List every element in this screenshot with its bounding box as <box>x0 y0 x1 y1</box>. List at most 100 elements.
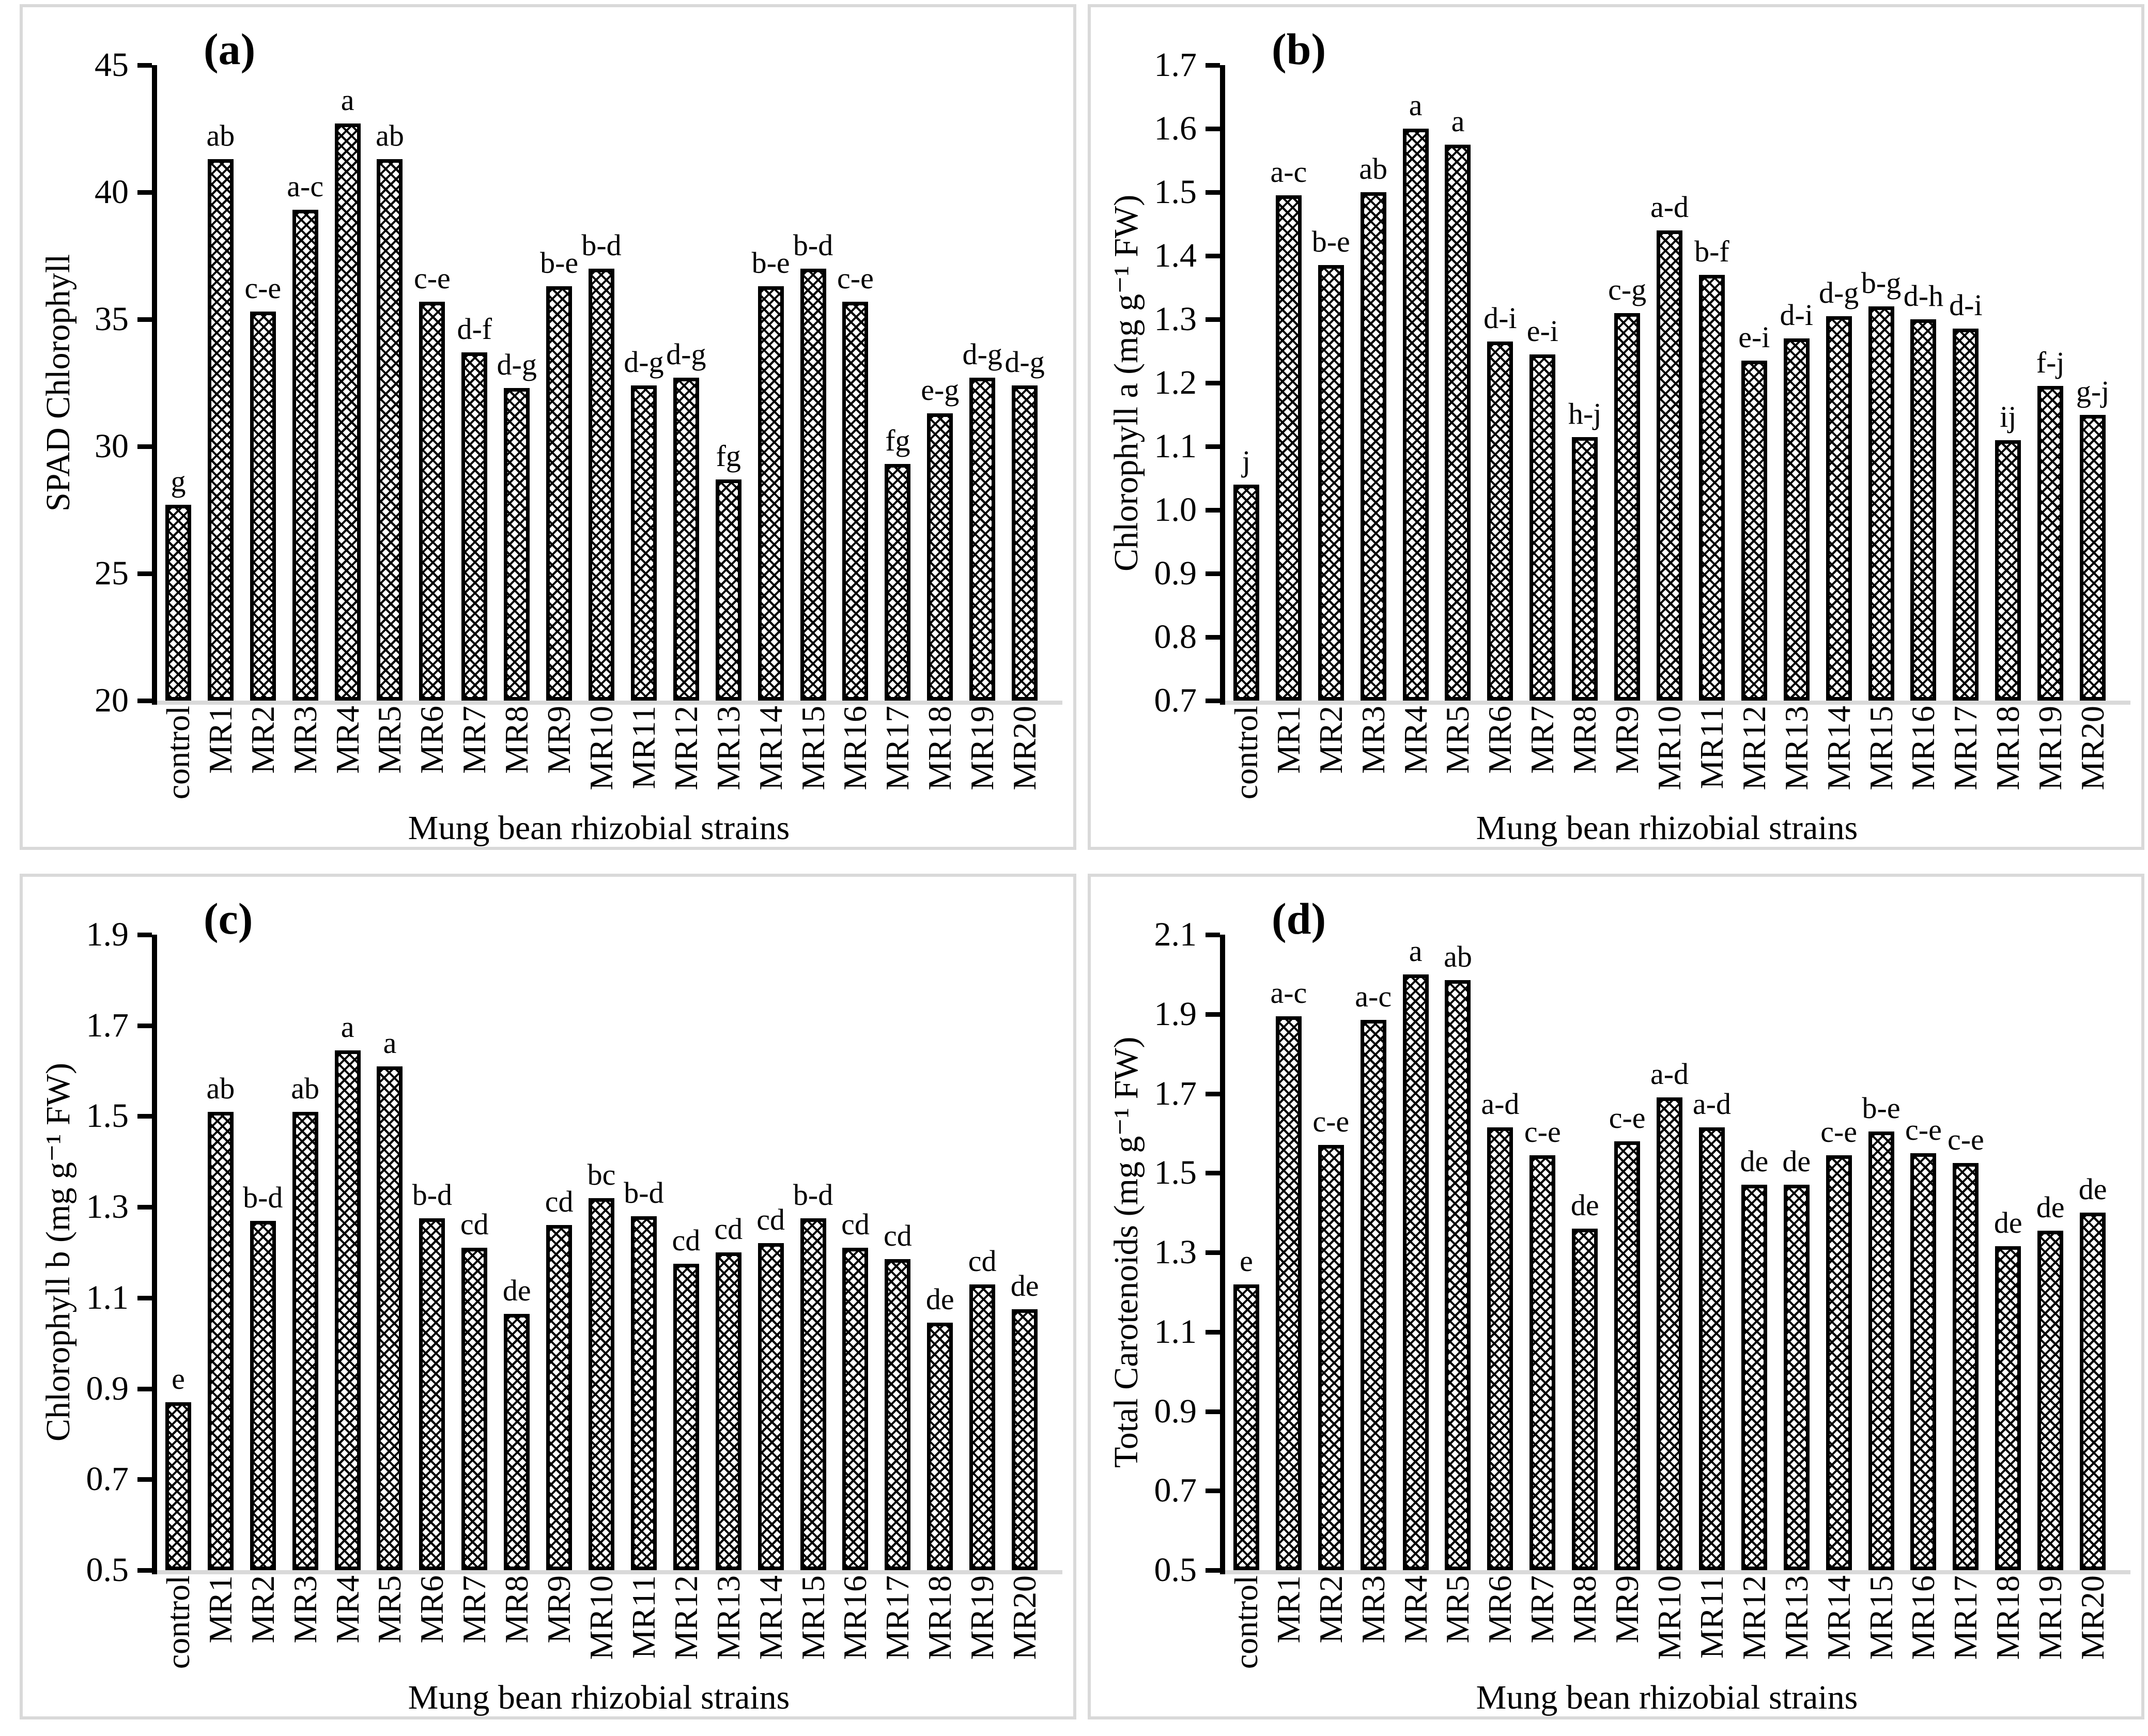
significance-letter: b-e <box>1311 225 1350 259</box>
category-slot: c-e <box>411 65 453 701</box>
bar <box>1868 1131 1894 1570</box>
bar <box>2037 386 2064 701</box>
category-slot: d-f <box>453 65 496 701</box>
y-tick-mark <box>137 1386 152 1391</box>
bar <box>927 1323 953 1570</box>
bar <box>377 159 403 701</box>
x-axis-title: Mung bean rhizobial strains <box>408 809 790 847</box>
bar <box>673 1263 699 1570</box>
category-slot: a <box>1395 65 1437 701</box>
y-tick-label: 1.7 <box>86 1006 129 1044</box>
category-slot: de <box>919 935 961 1570</box>
y-tick-mark <box>1206 635 1220 640</box>
bar <box>1826 1155 1852 1570</box>
category-slot: d-g <box>623 65 665 701</box>
y-tick-label: 2.1 <box>1154 916 1197 953</box>
bar <box>1698 274 1725 701</box>
category-slot: c-e <box>1521 935 1564 1570</box>
x-axis-title: Mung bean rhizobial strains <box>408 1679 790 1716</box>
bar <box>1910 1153 1937 1570</box>
y-tick-label: 1.3 <box>86 1188 129 1226</box>
bar <box>207 1111 234 1570</box>
bar <box>1741 1185 1767 1570</box>
category-slot: bc <box>580 935 623 1570</box>
y-tick-label: 1.7 <box>1154 46 1197 84</box>
y-tick-mark <box>1206 190 1220 195</box>
category-slot: ab <box>284 935 327 1570</box>
significance-letter: a-c <box>1355 980 1392 1014</box>
significance-letter: ab <box>376 119 404 153</box>
category-slot: c-e <box>835 65 877 701</box>
y-tick-label: 0.9 <box>1154 1392 1197 1430</box>
y-tick-label: 1.7 <box>1154 1074 1197 1112</box>
bar <box>1445 980 1471 1570</box>
bar <box>1572 1228 1598 1570</box>
bar <box>546 1225 573 1570</box>
bar <box>377 1066 403 1570</box>
category-slot: ij <box>1987 65 2029 701</box>
bar <box>1275 1016 1302 1570</box>
bar <box>800 1218 826 1570</box>
significance-letter: d-i <box>1483 301 1517 335</box>
bar <box>842 301 869 701</box>
category-slot: b-d <box>792 65 835 701</box>
bar <box>842 1248 869 1570</box>
bar <box>1487 1127 1513 1570</box>
y-tick-label: 1.3 <box>1154 300 1197 338</box>
y-axis-title: SPAD Chlorophyll <box>39 254 77 512</box>
significance-letter: c-e <box>244 271 282 305</box>
significance-letter: a-c <box>1270 155 1307 189</box>
bar <box>1402 974 1429 1570</box>
significance-letter: a <box>1409 934 1423 968</box>
significance-letter: g <box>171 464 186 499</box>
category-slot: c-e <box>1818 935 1860 1570</box>
category-slot: e-i <box>1521 65 1564 701</box>
category-slot: de <box>1733 935 1775 1570</box>
bar <box>1953 329 1979 701</box>
significance-letter: fg <box>885 424 910 458</box>
significance-letter: d-g <box>624 345 664 379</box>
y-tick-mark <box>137 1477 152 1482</box>
category-slot: a <box>327 65 369 701</box>
y-tick-label: 1.2 <box>1154 364 1197 401</box>
significance-letter: d-g <box>962 337 1002 371</box>
bars: e ab b-d ab a a b-d cd de cd bc b-d cd cd cd b-d cd cd de c… <box>157 935 1046 1570</box>
bar <box>1445 144 1471 701</box>
bar <box>165 1402 191 1570</box>
bar <box>1318 1145 1344 1570</box>
y-tick-mark <box>137 933 152 937</box>
bar <box>461 352 488 701</box>
bar <box>1402 129 1429 701</box>
y-tick-label: 0.7 <box>86 1460 129 1498</box>
significance-letter: a-c <box>1270 975 1307 1010</box>
significance-letter: c-e <box>837 261 874 295</box>
category-slot: ab <box>199 935 242 1570</box>
significance-letter: c-e <box>413 261 451 295</box>
y-tick-mark <box>1206 254 1220 258</box>
significance-letter: d-g <box>497 347 537 381</box>
bar <box>2080 414 2106 701</box>
significance-letter: de <box>925 1282 954 1316</box>
category-slot: b-e <box>1860 935 1903 1570</box>
category-slot: c-g <box>1606 65 1648 701</box>
significance-letter: f-j <box>2036 346 2065 380</box>
category-slot: f-j <box>2029 65 2072 701</box>
category-slot: de <box>1987 935 2029 1570</box>
significance-letter: a-c <box>287 169 324 204</box>
bar <box>1614 313 1641 701</box>
significance-letter: d-i <box>1780 298 1813 332</box>
y-tick-mark <box>1206 1568 1220 1573</box>
y-tick-label: 45 <box>95 46 129 84</box>
bar <box>758 1243 784 1570</box>
significance-letter: c-e <box>1524 1114 1561 1149</box>
plot-area: 20 25 30 35 40 45 g ab c-e a-c a ab c-e d-f d-g b-e b-d… <box>95 48 1062 718</box>
category-slot: b-d <box>792 935 835 1570</box>
category-slot: b-f <box>1691 65 1733 701</box>
bar <box>927 413 953 701</box>
category-slot: fg <box>876 65 919 701</box>
category-slot: ab <box>1437 935 1479 1570</box>
y-tick-label: 1.6 <box>1154 110 1197 147</box>
panel-d: Total Carotenoids (mg g⁻¹ FW) (d) 0.5 0.7… <box>1088 874 2144 1719</box>
bar <box>589 268 615 701</box>
